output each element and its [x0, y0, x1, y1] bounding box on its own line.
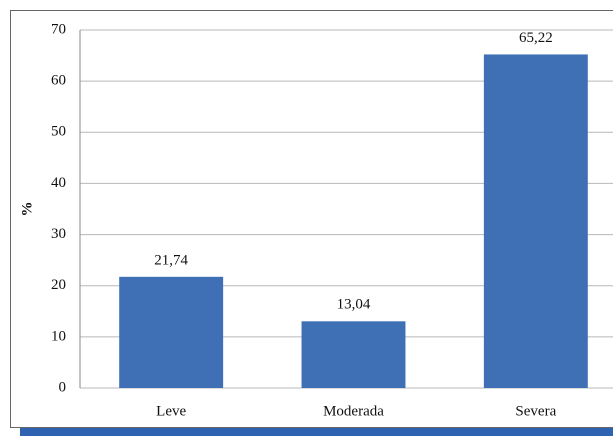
- y-tick-label: 30: [51, 226, 66, 242]
- y-tick-label: 0: [59, 379, 67, 395]
- y-tick-label: 70: [51, 21, 66, 37]
- bottom-stripe: [20, 428, 613, 436]
- y-tick-label: 50: [51, 124, 66, 140]
- x-tick-label: Severa: [515, 403, 556, 419]
- bar: [301, 321, 406, 388]
- bar: [119, 276, 224, 388]
- y-tick-label: 40: [51, 175, 66, 191]
- x-tick-label: Moderada: [323, 403, 384, 419]
- y-tick-label: 60: [51, 73, 66, 89]
- y-axis-label: %: [19, 202, 35, 217]
- value-label: 21,74: [154, 252, 188, 268]
- value-label: 13,04: [337, 297, 371, 313]
- y-tick-label: 20: [51, 277, 66, 293]
- x-tick-label: Leve: [156, 403, 186, 419]
- bar: [483, 54, 588, 388]
- value-label: 65,22: [519, 30, 553, 46]
- y-tick-label: 10: [51, 328, 66, 344]
